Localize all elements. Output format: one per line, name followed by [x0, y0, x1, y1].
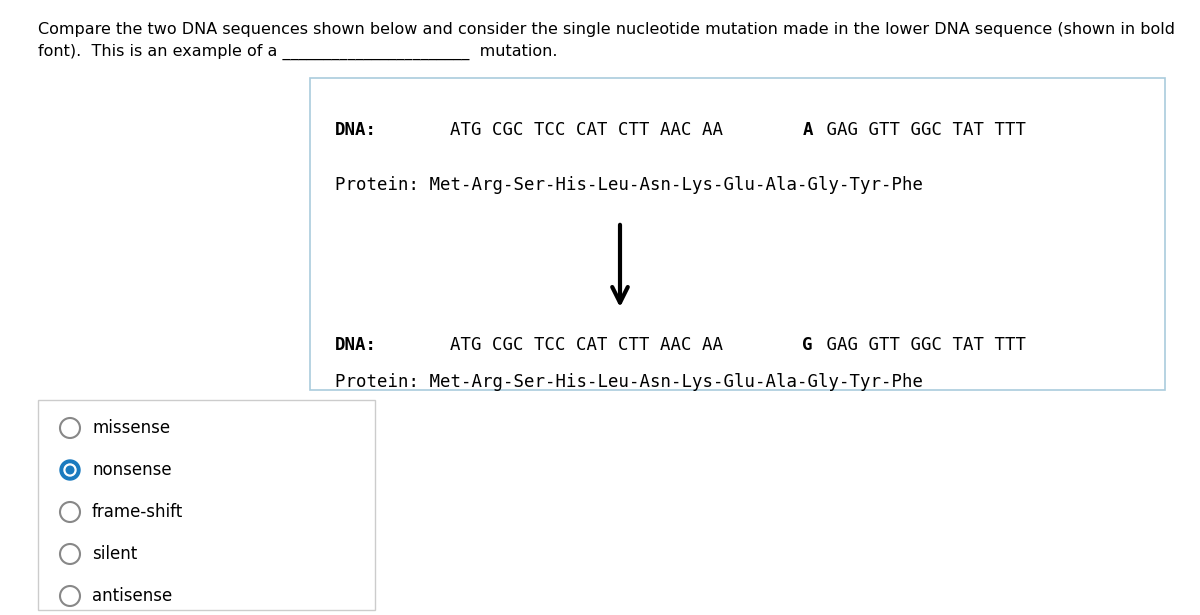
Text: font).  This is an example of a _______________________  mutation.: font). This is an example of a _________…: [38, 44, 558, 60]
Text: GAG GTT GGC TAT TTT: GAG GTT GGC TAT TTT: [816, 336, 1026, 354]
Text: DNA:: DNA:: [335, 121, 377, 139]
Text: GAG GTT GGC TAT TTT: GAG GTT GGC TAT TTT: [816, 121, 1026, 139]
Text: ATG CGC TCC CAT CTT AAC AA: ATG CGC TCC CAT CTT AAC AA: [450, 336, 722, 354]
Text: missense: missense: [92, 419, 170, 437]
Text: silent: silent: [92, 545, 137, 563]
Text: Protein: Met-Arg-Ser-His-Leu-Asn-Lys-Glu-Ala-Gly-Tyr-Phe: Protein: Met-Arg-Ser-His-Leu-Asn-Lys-Glu…: [335, 373, 923, 391]
Text: Protein: Met-Arg-Ser-His-Leu-Asn-Lys-Glu-Ala-Gly-Tyr-Phe: Protein: Met-Arg-Ser-His-Leu-Asn-Lys-Glu…: [335, 176, 923, 194]
Circle shape: [64, 464, 76, 476]
Bar: [38, 400, 374, 610]
Text: DNA:: DNA:: [335, 336, 377, 354]
Text: G: G: [803, 336, 812, 354]
Text: A: A: [803, 121, 812, 139]
Circle shape: [66, 466, 74, 474]
Text: ATG CGC TCC CAT CTT AAC AA: ATG CGC TCC CAT CTT AAC AA: [450, 121, 722, 139]
Bar: [310, 78, 1165, 390]
Text: frame-shift: frame-shift: [92, 503, 184, 521]
Text: antisense: antisense: [92, 587, 173, 605]
Text: Compare the two DNA sequences shown below and consider the single nucleotide mut: Compare the two DNA sequences shown belo…: [38, 22, 1175, 37]
Circle shape: [60, 460, 80, 480]
Text: nonsense: nonsense: [92, 461, 172, 479]
